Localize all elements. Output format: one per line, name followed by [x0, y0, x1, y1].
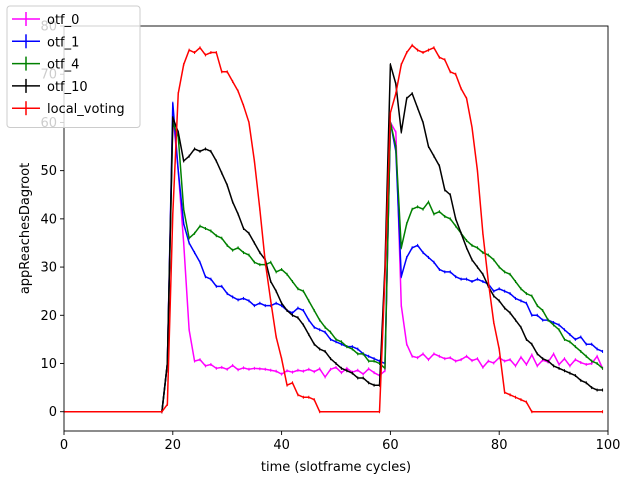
x-tick-label: 100	[596, 438, 621, 453]
series-line-local_voting	[64, 44, 603, 413]
x-tick-label: 80	[491, 438, 508, 453]
legend-label-otf_4: otf_4	[47, 58, 79, 73]
legend-label-otf_0: otf_0	[47, 13, 79, 28]
plot-frame	[63, 25, 609, 432]
y-tick-label: 0	[49, 405, 57, 420]
series-layer	[63, 43, 604, 414]
legend-label-otf_10: otf_10	[47, 80, 88, 95]
legend-label-otf_1: otf_1	[47, 35, 79, 50]
series-line-otf_10	[64, 63, 603, 413]
y-axis-label: appReachesDagroot	[18, 163, 33, 294]
legend-label-local_voting: local_voting	[47, 102, 125, 117]
y-tick-label: 10	[40, 357, 57, 372]
y-tick-label: 30	[40, 261, 57, 276]
x-tick-label: 0	[60, 438, 68, 453]
legend-box	[6, 5, 141, 128]
x-tick-label: 40	[273, 438, 290, 453]
y-tick-label: 50	[40, 164, 57, 179]
y-tick-label: 20	[40, 309, 57, 324]
y-tick-label: 40	[40, 212, 57, 227]
x-tick-label: 20	[165, 438, 182, 453]
x-axis-ticks: 0 20 40 60 80 100	[60, 431, 621, 453]
legend: otf_0 otf_1 otf_4 otf_10 local_voting	[6, 5, 141, 128]
x-axis-label: time (slotframe cycles)	[261, 460, 411, 475]
series-line-otf_1	[64, 102, 603, 413]
x-tick-label: 60	[382, 438, 399, 453]
series-line-otf_0	[64, 112, 604, 413]
